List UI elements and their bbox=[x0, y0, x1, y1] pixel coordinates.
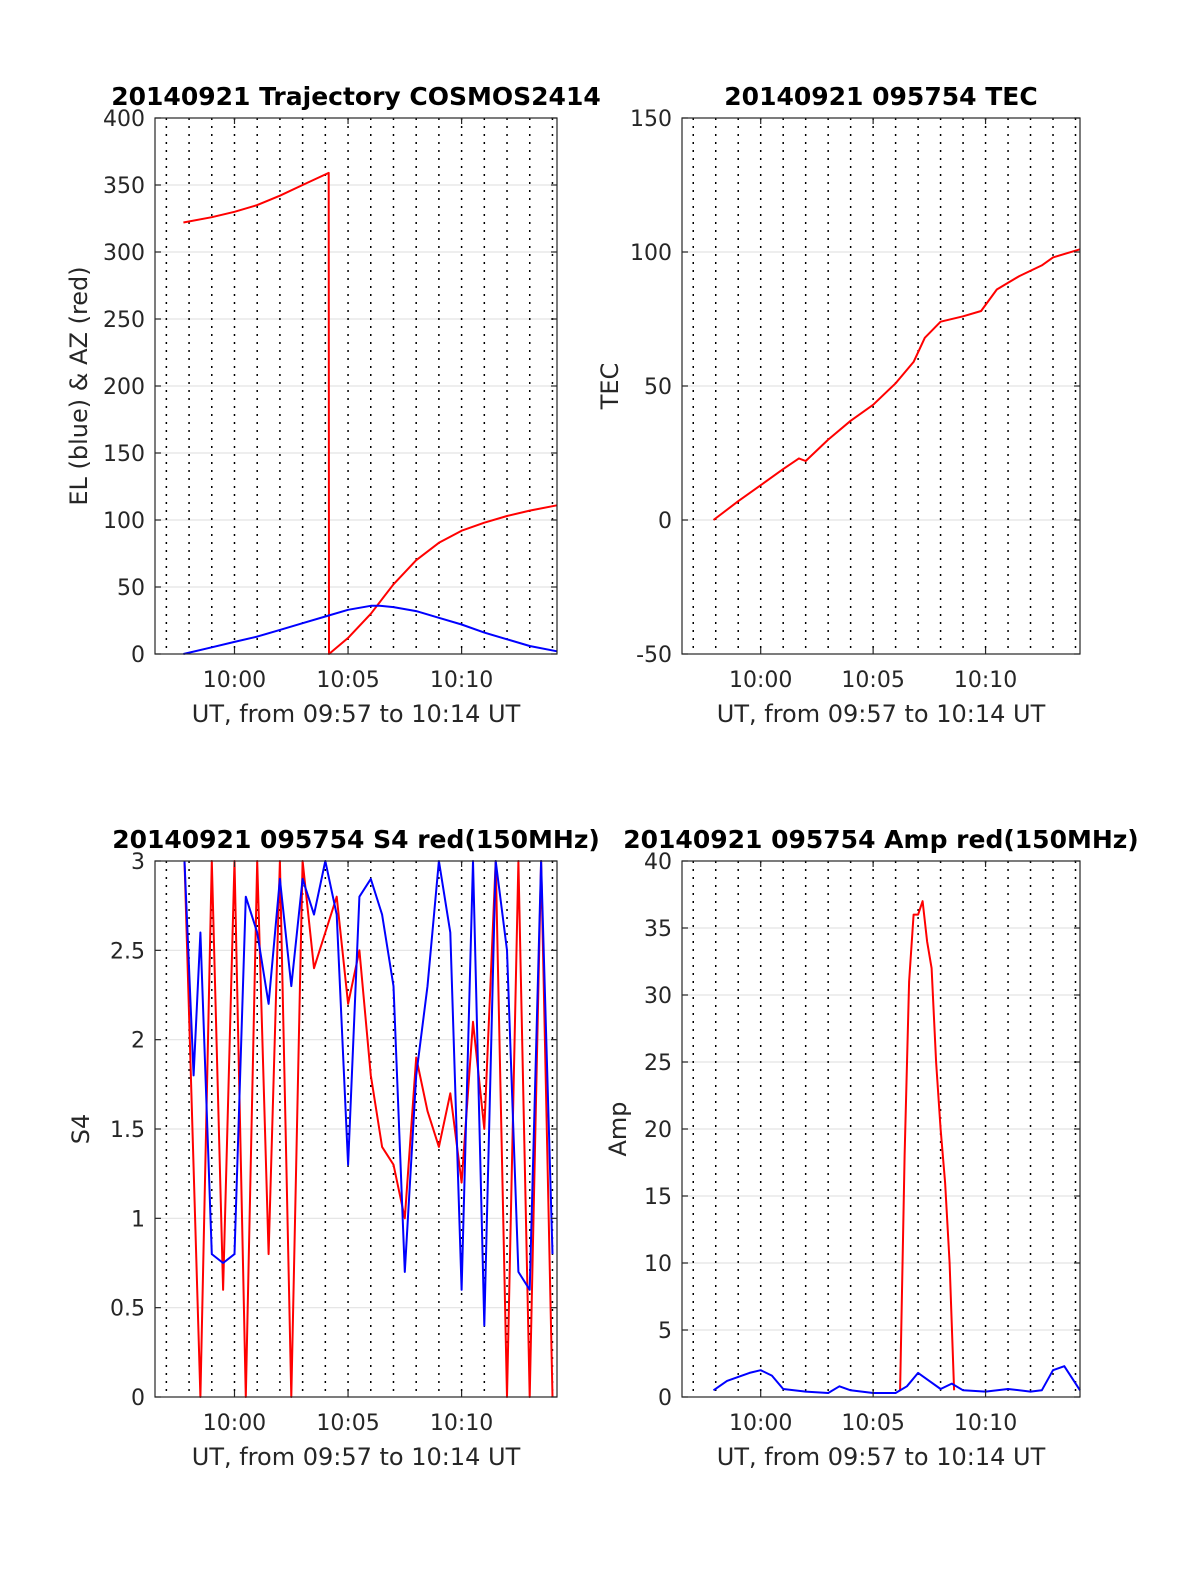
chart3-ylabel: Amp bbox=[604, 1101, 632, 1156]
chart3-xtick-label-2: 10:10 bbox=[954, 1411, 1017, 1436]
chart3-ytick-label-0: 0 bbox=[658, 1386, 672, 1411]
chart1-xtick-label-0: 10:00 bbox=[729, 668, 792, 693]
chart2-series-red-line bbox=[183, 860, 554, 1398]
chart3-xtick-label-0: 10:00 bbox=[729, 1411, 792, 1436]
chart3-ytick-label-6: 30 bbox=[644, 984, 672, 1009]
chart3-ytick-label-7: 35 bbox=[644, 917, 672, 942]
chart0-ytick-label-0: 0 bbox=[131, 643, 145, 668]
chart0-ytick-label-7: 350 bbox=[103, 174, 145, 199]
chart1-ytick-label-1: 0 bbox=[658, 509, 672, 534]
chart1-ytick-label-4: 150 bbox=[630, 107, 672, 132]
chart3-ytick-label-4: 20 bbox=[644, 1118, 672, 1143]
chart0-ytick-label-2: 100 bbox=[103, 509, 145, 534]
chart2-ytick-label-6: 3 bbox=[131, 850, 145, 875]
chart1-ytick-label-0: -50 bbox=[636, 643, 672, 668]
chart0-xtick-label-2: 10:10 bbox=[430, 668, 493, 693]
chart3-ytick-label-2: 10 bbox=[644, 1252, 672, 1277]
chart3-title: 20140921 095754 Amp red(150MHz) bbox=[623, 825, 1139, 854]
chart2-xtick-label-0: 10:00 bbox=[203, 1411, 266, 1436]
chart2-ytick-label-0: 0 bbox=[131, 1386, 145, 1411]
panel-amp: 10:00 10:05 10:10 0 5 10 15 20 25 30 35 4020140921 … bbox=[604, 825, 1139, 1471]
chart0-ytick-label-5: 250 bbox=[103, 308, 145, 333]
chart2-ytick-label-5: 2.5 bbox=[110, 939, 145, 964]
panel-tec: 10:00 10:05 10:10 -50 0 50 100 150 20140921 0957… bbox=[596, 82, 1081, 728]
chart0-xtick-label-0: 10:00 bbox=[203, 668, 266, 693]
chart0-xtick-label-1: 10:05 bbox=[316, 668, 379, 693]
chart2-xlabel: UT, from 09:57 to 10:14 UT bbox=[192, 1443, 521, 1471]
chart3-ytick-label-5: 25 bbox=[644, 1051, 672, 1076]
chart0-series-blue-line bbox=[183, 604, 558, 655]
chart1-ytick-label-2: 50 bbox=[644, 375, 672, 400]
chart0-ytick-label-1: 50 bbox=[117, 576, 145, 601]
chart1-xlabel: UT, from 09:57 to 10:14 UT bbox=[717, 700, 1046, 728]
chart0-ytick-label-8: 400 bbox=[103, 107, 145, 132]
chart3-xtick-label-1: 10:05 bbox=[841, 1411, 904, 1436]
chart3-ytick-label-3: 15 bbox=[644, 1185, 672, 1210]
chart0-title: 20140921 Trajectory COSMOS2414 bbox=[111, 82, 601, 111]
chart0-ytick-label-6: 300 bbox=[103, 241, 145, 266]
chart1-xtick-label-1: 10:05 bbox=[841, 668, 904, 693]
chart2-ytick-label-1: 0.5 bbox=[110, 1297, 145, 1322]
chart1-ylabel: TEC bbox=[596, 363, 624, 411]
chart2-ytick-label-2: 1 bbox=[131, 1207, 145, 1232]
chart1-ytick-label-3: 100 bbox=[630, 241, 672, 266]
chart3-ytick-label-1: 5 bbox=[658, 1319, 672, 1344]
panel-trajectory: 10:00 10:05 10:10 0 50 100 150 200 250 300 350 4002… bbox=[65, 82, 601, 728]
chart2-ytick-label-3: 1.5 bbox=[110, 1118, 145, 1143]
chart3-xlabel: UT, from 09:57 to 10:14 UT bbox=[717, 1443, 1046, 1471]
chart3-series-red-line bbox=[899, 900, 956, 1391]
chart1-title: 20140921 095754 TEC bbox=[724, 82, 1037, 111]
chart2-ylabel: S4 bbox=[67, 1114, 95, 1145]
chart0-series-red-line bbox=[183, 171, 558, 655]
chart0-ytick-label-3: 150 bbox=[103, 442, 145, 467]
chart0-ytick-label-4: 200 bbox=[103, 375, 145, 400]
chart2-title: 20140921 095754 S4 red(150MHz) bbox=[112, 825, 600, 854]
chart0-ylabel: EL (blue) & AZ (red) bbox=[65, 266, 93, 505]
chart1-xtick-label-2: 10:10 bbox=[954, 668, 1017, 693]
chart1-series-red-line bbox=[712, 248, 1081, 521]
chart0-xlabel: UT, from 09:57 to 10:14 UT bbox=[192, 700, 521, 728]
chart2-xtick-label-1: 10:05 bbox=[316, 1411, 379, 1436]
chart2-ytick-label-4: 2 bbox=[131, 1029, 145, 1054]
chart3-series-blue-line bbox=[712, 1365, 1081, 1394]
chart2-xtick-label-2: 10:10 bbox=[430, 1411, 493, 1436]
chart2-series-blue-line bbox=[183, 860, 554, 1327]
chart3-ytick-label-8: 40 bbox=[644, 850, 672, 875]
